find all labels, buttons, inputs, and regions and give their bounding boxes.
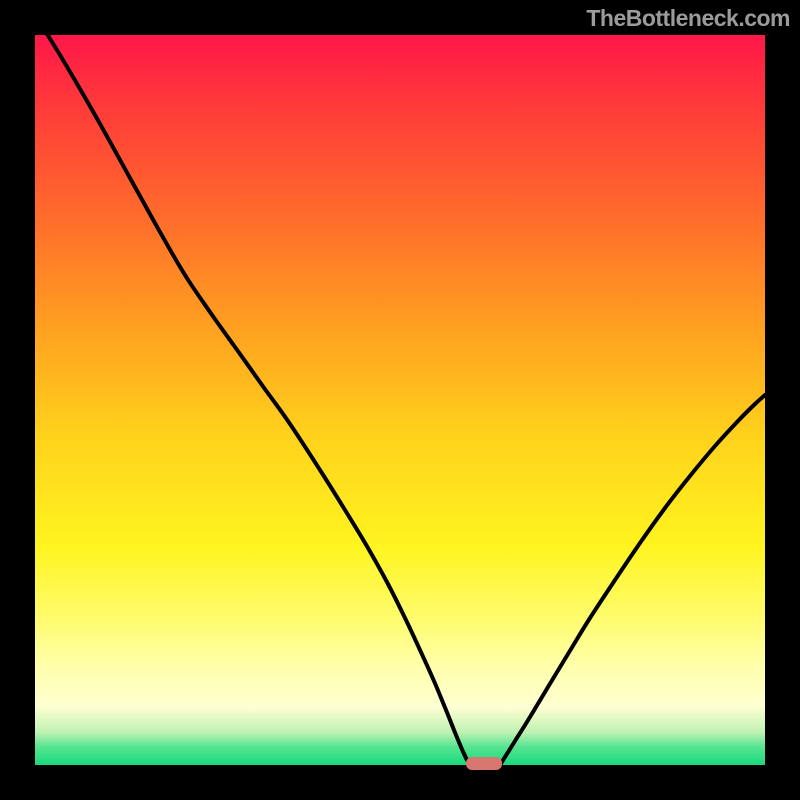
plot-area: [35, 35, 765, 765]
watermark-text: TheBottleneck.com: [586, 5, 790, 32]
bottleneck-chart: [0, 0, 800, 800]
optimal-marker: [466, 757, 502, 770]
chart-container: TheBottleneck.com: [0, 0, 800, 800]
